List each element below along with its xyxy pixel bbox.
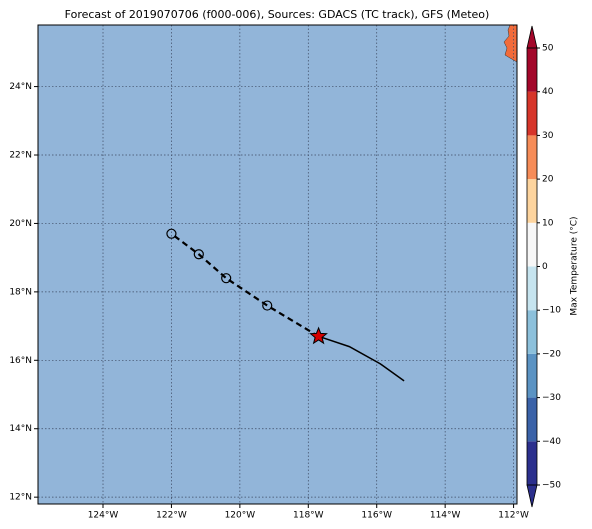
forecast-point: [262, 300, 273, 311]
colorbar-tick-label: 20: [542, 175, 554, 185]
lat-tick-label: 12°N: [9, 493, 32, 503]
land: [503, 25, 517, 63]
colorbar-tick-label: −40: [542, 437, 561, 447]
lon-tick-label: 122°W: [156, 511, 187, 521]
lat-tick-label: 24°N: [9, 82, 32, 92]
colorbar-segment: [527, 48, 537, 92]
colorbar-tick-label: 0: [542, 262, 548, 272]
forecast-point: [193, 249, 204, 260]
colorbar-segment: [527, 441, 537, 485]
colorbar-label: Max Temperature (°C): [570, 216, 580, 315]
colorbar-segment: [527, 397, 537, 442]
colorbar-segment: [527, 179, 537, 223]
colorbar-tick-label: −20: [542, 349, 561, 359]
colorbar-extend-bottom: [526, 484, 538, 508]
lon-tick-label: 124°W: [88, 511, 119, 521]
colorbar-segment: [527, 135, 537, 180]
colorbar-segment: [527, 91, 537, 136]
lon-tick-label: 112°W: [498, 511, 529, 521]
map-frame: [37, 24, 518, 505]
lat-tick-label: 16°N: [9, 356, 32, 366]
colorbar-tick-label: −30: [542, 393, 561, 403]
map-title: Forecast of 2019070706 (f000-006), Sourc…: [65, 8, 490, 21]
colorbar-tick-label: −10: [542, 306, 561, 316]
colorbar-segment: [527, 310, 537, 354]
colorbar-segment: [527, 353, 537, 398]
forecast-point: [166, 228, 177, 239]
lat-tick-label: 20°N: [9, 219, 32, 229]
colorbar-segment: [527, 266, 537, 311]
colorbar-tick-label: 10: [542, 218, 554, 228]
colorbar-tick-label: 40: [542, 87, 554, 97]
colorbar-tick-label: 50: [542, 44, 554, 54]
lon-tick-label: 114°W: [430, 511, 461, 521]
forecast-point: [221, 273, 232, 284]
past-track: [318, 335, 405, 382]
colorbar-tick-label: 30: [542, 131, 554, 141]
current-position: [309, 326, 328, 345]
colorbar-tick-label: −50: [542, 481, 561, 491]
colorbar-segment: [527, 222, 537, 267]
colorbar-extend-top: [526, 25, 538, 49]
lat-tick-label: 14°N: [9, 424, 32, 434]
ocean: [38, 25, 517, 504]
lon-tick-label: 116°W: [361, 511, 392, 521]
map-layer: [38, 25, 517, 504]
lat-tick-label: 18°N: [9, 287, 32, 297]
lon-tick-label: 120°W: [225, 511, 256, 521]
lon-tick-label: 118°W: [293, 511, 324, 521]
lat-tick-label: 22°N: [9, 151, 32, 161]
